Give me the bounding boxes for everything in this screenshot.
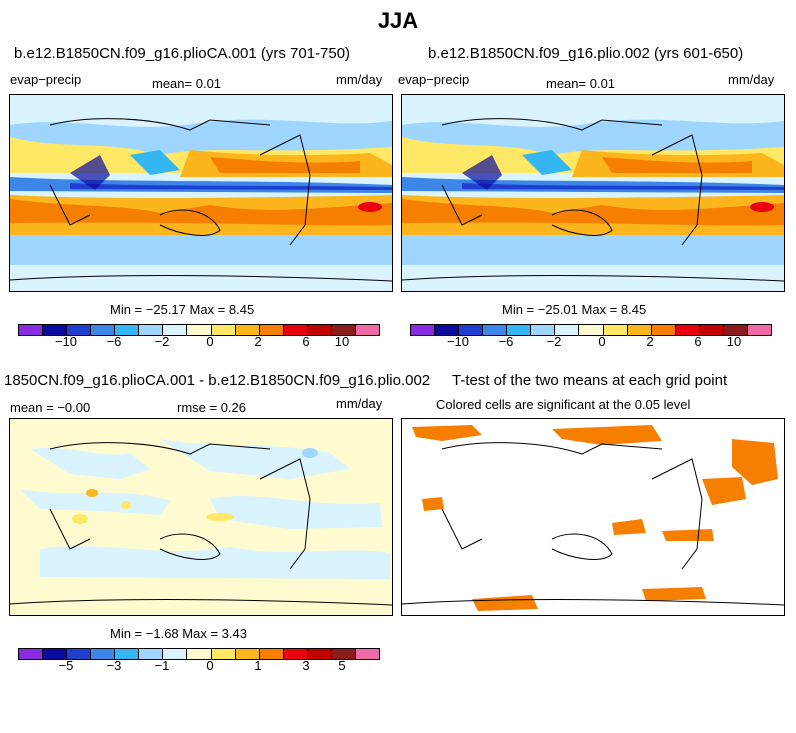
panel1-tick-label: −10	[54, 334, 78, 349]
panel3-map	[9, 418, 393, 616]
colorbar-swatch	[331, 649, 356, 659]
panel2-tick-label: −2	[546, 334, 562, 349]
panel3-units: mm/day	[336, 396, 383, 411]
panel3-tick-label: −5	[58, 658, 74, 673]
panel1-tick-label: 2	[254, 334, 262, 349]
colorbar-swatch	[307, 325, 332, 335]
colorbar-swatch	[259, 325, 284, 335]
colorbar-swatch	[331, 325, 356, 335]
colorbar-swatch	[627, 325, 652, 335]
colorbar-swatch	[43, 649, 68, 659]
colorbar-swatch	[531, 325, 556, 335]
colorbar-swatch	[459, 325, 484, 335]
panel1-tick-label: 10	[334, 334, 350, 349]
panel1-minmax: Min = −25.17 Max = 8.45	[110, 302, 255, 317]
panel2-map	[401, 94, 785, 292]
panel3-rmse: rmse = 0.26	[177, 400, 247, 415]
colorbar-swatch	[187, 649, 212, 659]
panel1-mean: mean= 0.01	[152, 76, 222, 91]
figure-title: JJA	[377, 8, 419, 33]
panel3-tick-label: −3	[106, 658, 122, 673]
panel2-tick-label: 0	[598, 334, 606, 349]
panel3-tick-label: 0	[206, 658, 214, 673]
panel1-colorbar	[18, 324, 380, 336]
panel1-tick-label: 0	[206, 334, 214, 349]
colorbar-swatch	[115, 649, 140, 659]
colorbar-swatch	[163, 325, 188, 335]
panel2-units: mm/day	[728, 72, 775, 87]
panel3-title: 1850CN.f09_g16.plioCA.001 - b.e12.B1850C…	[4, 372, 431, 389]
panel4-map-field	[402, 425, 784, 611]
panel3-tick-label: 3	[302, 658, 310, 673]
colorbar-swatch	[91, 649, 116, 659]
colorbar-swatch	[67, 325, 92, 335]
panel1-tick-label: 6	[302, 334, 310, 349]
colorbar-swatch	[43, 325, 68, 335]
colorbar-swatch	[163, 649, 188, 659]
panel2-tick-label: 6	[694, 334, 702, 349]
colorbar-swatch	[187, 325, 212, 335]
colorbar-swatch	[211, 325, 236, 335]
colorbar-swatch	[19, 325, 44, 335]
panel1-tick-label: −2	[154, 334, 170, 349]
colorbar-swatch	[747, 325, 771, 335]
colorbar-swatch	[139, 325, 164, 335]
panel2-tick-label: 10	[726, 334, 742, 349]
panel2-tick-label: 2	[646, 334, 654, 349]
panel2-tick-label: −10	[446, 334, 470, 349]
panel1-map-field	[10, 95, 392, 291]
colorbar-swatch	[235, 649, 260, 659]
colorbar-swatch	[603, 325, 628, 335]
panel3-colorbar	[18, 648, 380, 660]
panel2-colorbar	[410, 324, 772, 336]
panel1-map	[9, 94, 393, 292]
panel2-title: b.e12.B1850CN.f09_g16.plio.002 (yrs 601-…	[428, 45, 744, 62]
colorbar-swatch	[91, 325, 116, 335]
panel1-tick-label: −6	[106, 334, 122, 349]
panel2-variable: evap−precip	[398, 72, 470, 87]
colorbar-swatch	[651, 325, 676, 335]
panel4-map	[401, 418, 785, 616]
panel1-units: mm/day	[336, 72, 383, 87]
panel1-variable: evap−precip	[10, 72, 82, 87]
colorbar-swatch	[723, 325, 748, 335]
colorbar-swatch	[19, 649, 44, 659]
panel1-title: b.e12.B1850CN.f09_g16.plioCA.001 (yrs 70…	[14, 45, 351, 62]
colorbar-swatch	[139, 649, 164, 659]
colorbar-swatch	[411, 325, 436, 335]
panel2-minmax: Min = −25.01 Max = 8.45	[502, 302, 647, 317]
colorbar-swatch	[355, 649, 379, 659]
colorbar-swatch	[307, 649, 332, 659]
panel2-mean: mean= 0.01	[546, 76, 616, 91]
colorbar-swatch	[555, 325, 580, 335]
colorbar-swatch	[283, 325, 308, 335]
panel2-map-field	[402, 95, 784, 291]
panel3-tick-label: 1	[254, 658, 262, 673]
colorbar-swatch	[115, 325, 140, 335]
panel3-tick-label: 5	[338, 658, 346, 673]
panel3-map-field	[10, 439, 392, 606]
panel3-tick-label: −1	[154, 658, 170, 673]
colorbar-swatch	[259, 649, 284, 659]
colorbar-swatch	[211, 649, 236, 659]
colorbar-swatch	[435, 325, 460, 335]
panel2-tick-label: −6	[498, 334, 514, 349]
colorbar-swatch	[355, 325, 379, 335]
colorbar-swatch	[507, 325, 532, 335]
colorbar-swatch	[235, 325, 260, 335]
colorbar-swatch	[675, 325, 700, 335]
panel4-title: T-test of the two means at each grid poi…	[452, 372, 728, 389]
colorbar-swatch	[699, 325, 724, 335]
colorbar-swatch	[483, 325, 508, 335]
panel3-minmax: Min = −1.68 Max = 3.43	[110, 626, 247, 641]
colorbar-swatch	[283, 649, 308, 659]
panel4-subtitle: Colored cells are significant at the 0.0…	[436, 397, 691, 412]
colorbar-swatch	[67, 649, 92, 659]
colorbar-swatch	[579, 325, 604, 335]
panel3-mean: mean = −0.00	[10, 400, 91, 415]
